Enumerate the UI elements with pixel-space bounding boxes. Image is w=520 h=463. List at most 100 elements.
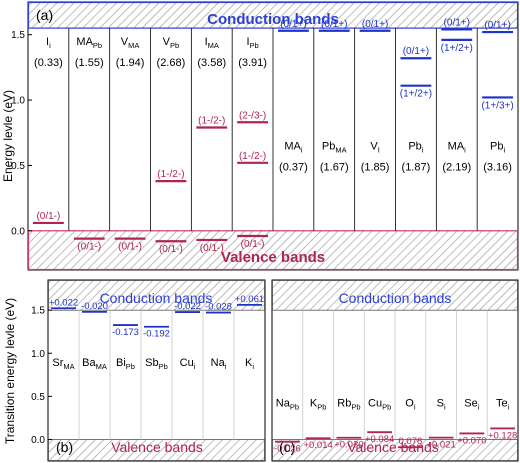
valence-band-b <box>48 439 265 461</box>
y-tick-label-a: 1.0 <box>11 96 25 107</box>
dopant-name: BiPb <box>116 357 135 371</box>
dopant-shift-value: -0.192 <box>143 329 170 340</box>
dopant-shift-value: 0.076 <box>398 436 422 447</box>
conduction-band-c-label: Conduction bands <box>339 290 452 306</box>
dopant-shift-value: -0.020 <box>81 301 108 312</box>
dopant-column: Ki +0.061 <box>235 294 264 371</box>
defect-formation-value: (1.87) <box>402 162 431 174</box>
defect-formation-value: (0.37) <box>279 162 308 174</box>
y-tick-label-b: 1.0 <box>31 349 45 360</box>
defect-column-acceptor: IPb (3.91) (2-/3-) (1-/2-) (0/1-) <box>237 36 268 250</box>
transition-level-label: (1-/2-) <box>239 151 266 162</box>
panel-b-columns: SrMA +0.022 BaMA -0.020 BiPb -0.173 SbPb -0.192… <box>49 294 264 440</box>
dopant-name: BaMA <box>82 357 107 371</box>
defect-name: VI <box>370 141 379 155</box>
defect-name: Pbi <box>408 141 423 155</box>
transition-level-label: (0/1-) <box>200 243 224 254</box>
dopant-column: Cui -0.022 <box>174 301 201 371</box>
dopant-shift-value: -0.173 <box>112 327 139 338</box>
defect-name: IMA <box>205 36 219 50</box>
defect-column-acceptor: Ii (0.33) (0/1-) <box>33 36 64 225</box>
defect-name: VPb <box>163 36 180 50</box>
panel-a: (a) Conduction bands Valence bands Energ… <box>1 1 519 271</box>
defect-column-acceptor: VMA (1.94) (0/1-) <box>114 36 146 253</box>
panel-c-tag: (c) <box>279 439 295 455</box>
defect-column-donor: PbMA (1.67) (0/1+) <box>318 19 350 174</box>
conduction-band-a-label: Conduction bands <box>207 11 339 28</box>
transition-level-label: (1-/2-) <box>198 116 225 127</box>
defect-name: PbMA <box>322 141 347 155</box>
dopant-shift-value: +0.022 <box>49 297 78 308</box>
defect-column-donor: VI (1.85) (0/1+) <box>359 19 391 174</box>
dopant-name: Cui <box>180 357 196 371</box>
dopant-name: Tei <box>496 398 510 412</box>
defect-formation-value: (2.68) <box>157 57 186 69</box>
conduction-band-c <box>272 280 518 311</box>
valence-band-c-label: Valence bands <box>347 439 439 455</box>
valence-band-a <box>27 230 519 271</box>
defect-name: MAPb <box>76 36 102 50</box>
transition-level-label: (2-/3-) <box>239 110 266 121</box>
dopant-name: RbPb <box>337 398 360 412</box>
defect-formation-value: (1.67) <box>320 162 349 174</box>
dopant-name: NaPb <box>276 398 299 412</box>
conduction-band-b-label: Conduction bands <box>100 290 213 306</box>
dopant-shift-value: -0.028 <box>205 302 232 313</box>
valence-band-c <box>272 439 518 461</box>
transition-level-label: (0/1-) <box>118 242 142 253</box>
panel-b-tag: (b) <box>56 439 73 455</box>
transition-level-label: (0/1+) <box>280 19 306 30</box>
dopant-shift-value: +0.128 <box>488 430 517 441</box>
dopant-column: RbPb +0.020 <box>334 398 363 451</box>
defect-column-donor: MAi (0.37) (0/1+) <box>278 19 309 174</box>
transition-level-label: (0/1+) <box>403 46 429 57</box>
dopant-shift-value: +0.014 <box>303 440 332 451</box>
defect-column-donor: Pbi (1.87) (0/1+) (1+/2+) <box>400 46 432 174</box>
defect-formation-value: (1.94) <box>116 57 145 69</box>
y-axis-a-ticks: 0.0 0.5 1.0 1.5 <box>11 30 32 237</box>
dopant-column: Sei +0.070 <box>457 398 486 447</box>
panel-b: Conduction bands Valence bands (b) Trans… <box>3 279 266 462</box>
panel-c-frame <box>271 279 519 462</box>
transition-level-label: (1+/3+) <box>481 100 513 111</box>
dopant-shift-value: +0.061 <box>235 294 264 305</box>
transition-level-label: (1-/2-) <box>157 169 184 180</box>
transition-level-label: (0/1-) <box>36 211 60 222</box>
y-axis-b-ticks: 0.0 0.5 1.0 1.5 <box>31 306 52 446</box>
dopant-shift-value: +0.020 <box>334 440 363 451</box>
dopant-shift-value: -0.022 <box>174 301 201 312</box>
y-axis-a-label: Energy levle (eV) <box>1 90 15 182</box>
dopant-column: Si +0.021 <box>426 398 455 451</box>
dopant-name: Nai <box>211 357 227 371</box>
dopant-name: KPb <box>310 398 327 412</box>
defect-name: Pbi <box>490 141 505 155</box>
y-tick-label-b: 0.5 <box>31 392 45 403</box>
defect-name: MAi <box>284 141 303 155</box>
defect-column-donor: MAi (2.19) (0/1+) (1+/2+) <box>441 17 473 173</box>
dopant-column: SrMA +0.022 <box>49 297 78 371</box>
y-tick-label-a: 1.5 <box>11 30 25 41</box>
defect-formation-value: (3.91) <box>238 57 267 69</box>
defect-formation-value: (2.19) <box>442 162 471 174</box>
dopant-column: BiPb -0.173 <box>112 324 139 371</box>
defect-name: Ii <box>46 36 51 50</box>
transition-level-label: (1+/2+) <box>441 43 473 54</box>
panel-c-columns: NaPb -0.026 KPb +0.014 RbPb +0.020 CuPb +0.084 O… <box>274 310 517 455</box>
dopant-name: Oi <box>405 398 416 412</box>
dopant-column: Tei +0.128 <box>488 398 517 442</box>
defect-name: IPb <box>246 36 258 50</box>
defect-column-acceptor: IMA (3.58) (1-/2-) (0/1-) <box>196 36 228 254</box>
transition-level-label: (0/1+) <box>321 19 347 30</box>
defect-formation-value: (1.55) <box>75 57 104 69</box>
defect-formation-value: (0.33) <box>34 57 63 69</box>
transition-level-label: (1+/2+) <box>400 89 432 100</box>
y-tick-label-a: 0.0 <box>11 226 25 237</box>
conduction-band-b <box>48 280 265 311</box>
valence-band-b-label: Valence bands <box>111 439 203 455</box>
dopant-name: SbPb <box>145 357 168 371</box>
dopant-name: Ki <box>245 357 254 371</box>
defect-column-acceptor: VPb (2.68) (1-/2-) (0/1-) <box>155 36 187 255</box>
transition-level-label: (0/1-) <box>241 239 265 250</box>
panel-a-columns: Ii (0.33) (0/1-) MAPb (1.55) (0/1-) VMA (1.94) (… <box>33 17 514 255</box>
